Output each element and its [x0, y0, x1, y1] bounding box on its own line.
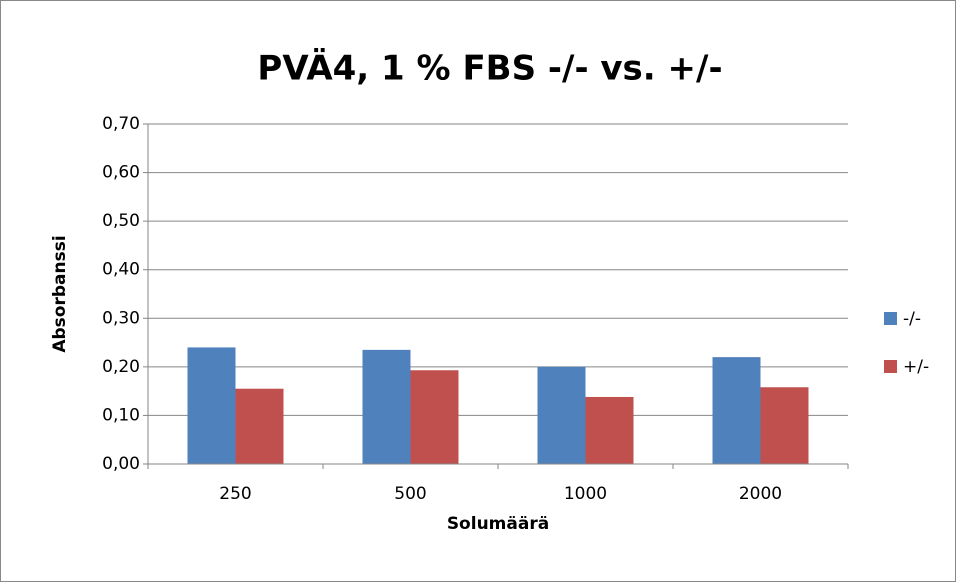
- bar: [537, 366, 586, 464]
- y-tick-label: 0,50: [102, 211, 140, 231]
- legend-swatch: [884, 360, 897, 373]
- bar: [235, 388, 284, 464]
- bar: [362, 349, 411, 464]
- y-tick-label: 0,70: [102, 114, 140, 134]
- y-tick-label: 0,10: [102, 405, 140, 425]
- chart-title: PVÄ4, 1 % FBS -/- vs. +/-: [257, 48, 722, 89]
- y-tick-label: 0,30: [102, 308, 140, 328]
- y-tick-label: 0,20: [102, 357, 140, 377]
- bar: [410, 370, 459, 464]
- x-tick-label: 1000: [564, 484, 607, 504]
- y-tick-label: 0,40: [102, 260, 140, 280]
- bar: [712, 357, 761, 464]
- legend-label: +/-: [903, 357, 929, 377]
- bar: [585, 396, 634, 464]
- bar: [760, 387, 809, 464]
- x-tick-label: 2000: [739, 484, 782, 504]
- x-axis-title: Solumäärä: [447, 514, 549, 534]
- y-tick-label: 0,00: [102, 454, 140, 474]
- legend-label: -/-: [903, 309, 921, 329]
- y-axis-title: Absorbanssi: [50, 235, 70, 352]
- y-tick-label: 0,60: [102, 163, 140, 183]
- x-tick-label: 500: [394, 484, 426, 504]
- legend-swatch: [884, 312, 897, 325]
- x-tick-label: 250: [219, 484, 251, 504]
- bar: [187, 347, 236, 464]
